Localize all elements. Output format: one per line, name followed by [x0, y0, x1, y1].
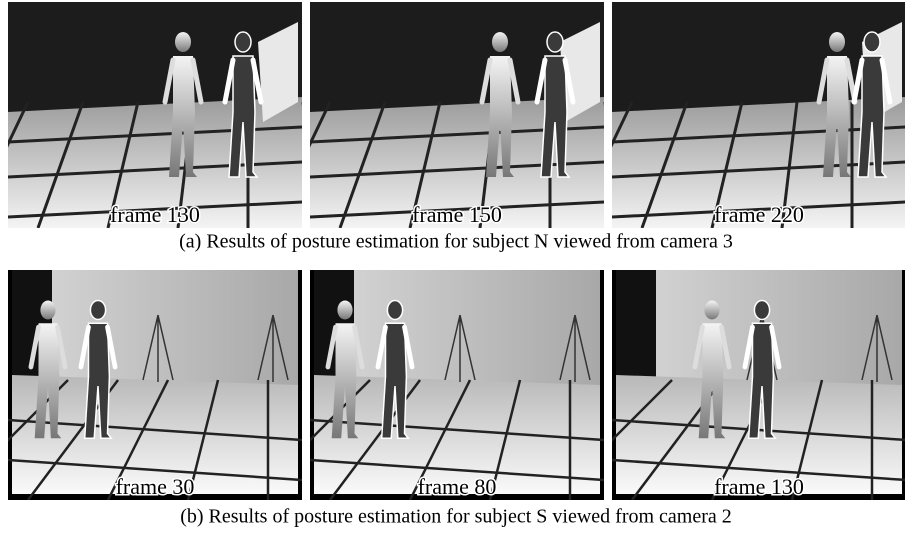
- scene: [0, 2, 318, 228]
- frame-label: frame 130: [110, 202, 200, 227]
- caption: (b) Results of posture estimation for su…: [180, 506, 732, 528]
- figure: frame 130 frame 150 frame 220 (a) Results o…: [0, 0, 905, 536]
- scene: [0, 270, 348, 500]
- person-head: [547, 32, 563, 52]
- photo-panel: frame 130: [552, 270, 905, 500]
- person-head: [754, 301, 769, 320]
- mannequin-head: [337, 301, 352, 320]
- photo-panel: frame 130: [0, 2, 318, 228]
- person-head: [235, 32, 251, 52]
- frame-label: frame 150: [412, 202, 502, 227]
- scene: [572, 2, 905, 228]
- mannequin-head: [492, 32, 508, 52]
- frame-label: frame 130: [714, 474, 804, 499]
- frame-label: frame 80: [418, 474, 497, 499]
- caption: (a) Results of posture estimation for su…: [179, 231, 733, 253]
- photo-panel: frame 150: [270, 2, 620, 228]
- dark-curtain: [616, 270, 656, 390]
- mannequin-head: [175, 32, 191, 52]
- person-head: [864, 32, 880, 52]
- mannequin-head: [704, 301, 719, 320]
- scene: [250, 270, 650, 500]
- photo-panel: frame 30: [0, 270, 348, 500]
- mannequin-head: [829, 32, 845, 52]
- frame-label: frame 220: [714, 202, 804, 227]
- scene: [270, 2, 620, 228]
- photo-panel: frame 80: [250, 270, 650, 500]
- mannequin-head: [40, 301, 55, 320]
- photo-panel: frame 220: [572, 2, 905, 228]
- scene: [552, 270, 905, 500]
- person-head: [387, 301, 402, 320]
- person-head: [90, 301, 105, 320]
- frame-label: frame 30: [116, 474, 195, 499]
